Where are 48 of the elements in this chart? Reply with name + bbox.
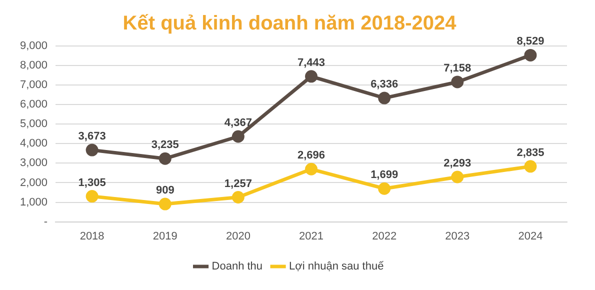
x-tick-label: 2018	[80, 230, 104, 242]
y-tick-label: 1,000	[20, 196, 48, 208]
point	[158, 198, 172, 210]
y-tick-label: 9,000	[20, 40, 48, 52]
point	[524, 160, 537, 173]
legend-label: Lợi nhuận sau thuế	[289, 260, 384, 273]
data-label: 7,443	[298, 56, 326, 69]
legend-label: Doanh thu	[212, 260, 263, 273]
point	[86, 144, 98, 156]
point	[524, 48, 537, 62]
y-tick-label: -	[44, 216, 48, 228]
data-label: 2,293	[444, 158, 472, 170]
y-tick-label: 2,000	[20, 176, 48, 189]
data-label: 909	[156, 184, 174, 197]
data-label: 1,305	[78, 176, 106, 189]
data-label: 3,235	[151, 139, 179, 152]
point	[378, 92, 391, 104]
data-label: 6,336	[370, 78, 398, 91]
data-label: 7,158	[444, 62, 472, 75]
data-label: 3,673	[78, 130, 106, 143]
point	[451, 76, 464, 88]
x-tick-label: 2019	[152, 230, 178, 242]
data-label: 2,696	[298, 150, 326, 162]
x-tick-label: 2022	[372, 230, 397, 242]
y-tick-label: 8,000	[20, 60, 48, 72]
x-tick-label: 2020	[226, 230, 250, 242]
point	[86, 190, 98, 203]
y-tick-label: 4,000	[20, 138, 48, 150]
point	[158, 152, 172, 165]
y-tick-label: 3,000	[20, 157, 48, 170]
data-label: 1,699	[370, 169, 398, 182]
point	[232, 190, 244, 204]
x-tick-label: 2024	[518, 230, 543, 242]
y-tick-label: 5,000	[20, 118, 48, 130]
y-tick-label: 6,000	[20, 98, 48, 111]
chart-title: Kết quả kinh doanh năm 2018-2024	[122, 12, 458, 35]
y-tick-label: 7,000	[20, 79, 48, 92]
data-label: 8,529	[516, 36, 544, 48]
x-tick-label: 2023	[445, 230, 470, 242]
point	[378, 182, 391, 195]
data-label: 2,835	[516, 146, 544, 159]
point	[305, 162, 318, 176]
data-label: 1,257	[224, 178, 252, 190]
x-tick-label: 2021	[299, 230, 324, 242]
point	[451, 170, 464, 184]
data-label: 4,367	[224, 117, 252, 130]
point	[232, 130, 244, 143]
point	[305, 70, 318, 83]
